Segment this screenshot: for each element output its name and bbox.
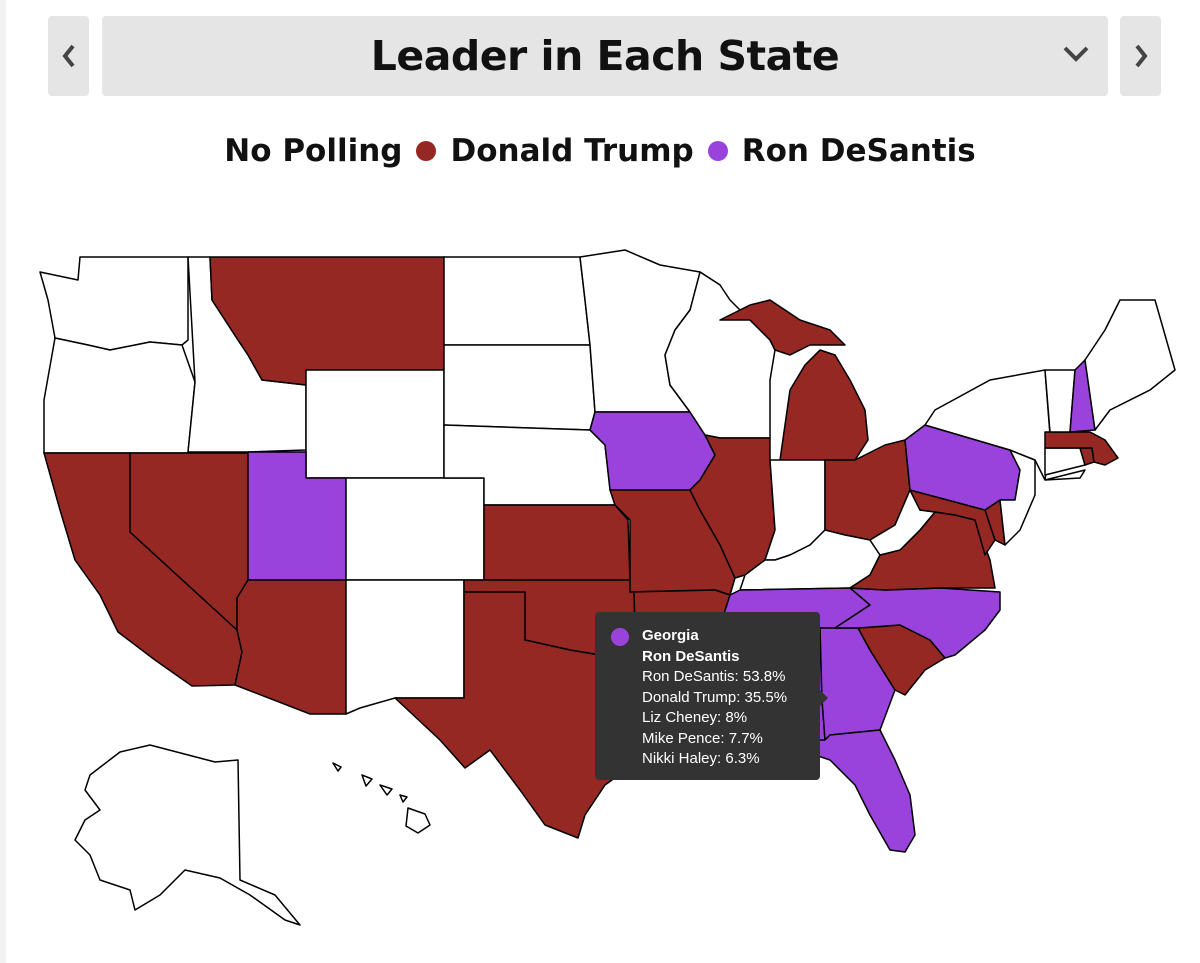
legend-item-no-polling[interactable]: No Polling (224, 133, 402, 169)
state-MA[interactable] (1044, 431, 1119, 466)
tooltip-leader: Ron DeSantis (642, 647, 740, 665)
tooltip-result-line: Donald Trump: 35.5% (642, 688, 788, 706)
chevron-right-icon (1134, 44, 1148, 68)
legend-label: Donald Trump (450, 133, 694, 169)
tooltip-result-line: Mike Pence: 7.7% (642, 729, 763, 747)
tooltip-state-name: Georgia (642, 627, 699, 644)
state-IL[interactable] (689, 434, 776, 579)
next-chart-button[interactable] (1120, 16, 1161, 96)
chevron-left-icon (61, 44, 75, 68)
state-TX[interactable] (394, 591, 651, 839)
legend-item-donald-trump[interactable]: Donald Trump (416, 133, 694, 169)
state-OR[interactable] (43, 337, 196, 454)
legend-swatch-desantis (707, 141, 728, 161)
chart-title-dropdown[interactable]: Leader in Each State (102, 16, 1108, 96)
state-KS[interactable] (483, 504, 631, 581)
tooltip-arrow (820, 690, 828, 706)
state-AK[interactable] (74, 744, 301, 926)
legend-label: No Polling (224, 133, 403, 169)
chart-selector-bar: Leader in Each State (48, 16, 1161, 96)
legend-item-ron-desantis[interactable]: Ron DeSantis (707, 133, 976, 169)
state-ND[interactable] (443, 256, 591, 346)
page-title: Leader in Each State (370, 32, 840, 80)
page-left-rule (0, 0, 6, 963)
state-IA[interactable] (589, 411, 716, 491)
state-AZ[interactable] (234, 579, 347, 715)
legend-swatch-trump (416, 141, 437, 161)
state-HI[interactable] (332, 762, 431, 834)
state-FL[interactable] (777, 729, 916, 853)
tooltip-body: Georgia Ron DeSantis Ron DeSantis: 53.8%… (642, 626, 787, 770)
chevron-down-icon (1063, 46, 1089, 62)
state-NM[interactable] (345, 579, 465, 715)
previous-chart-button[interactable] (48, 16, 89, 96)
tooltip-result-line: Ron DeSantis: 53.8% (642, 668, 786, 685)
state-CO[interactable] (345, 477, 485, 581)
state-WA[interactable] (39, 256, 189, 351)
state-ME[interactable] (1084, 299, 1176, 431)
state-NJ[interactable] (999, 449, 1036, 546)
state-SD[interactable] (443, 344, 596, 431)
legend-label: Ron DeSantis (741, 133, 976, 169)
state-WY[interactable] (305, 369, 445, 479)
tooltip-result-line: Liz Cheney: 8% (642, 709, 748, 726)
map-legend: No Polling Donald Trump Ron DeSantis (0, 126, 1200, 176)
tooltip-result-line: Nikki Haley: 6.3% (642, 750, 760, 767)
state-tooltip: Georgia Ron DeSantis Ron DeSantis: 53.8%… (595, 612, 828, 780)
tooltip-leader-swatch (611, 628, 629, 646)
